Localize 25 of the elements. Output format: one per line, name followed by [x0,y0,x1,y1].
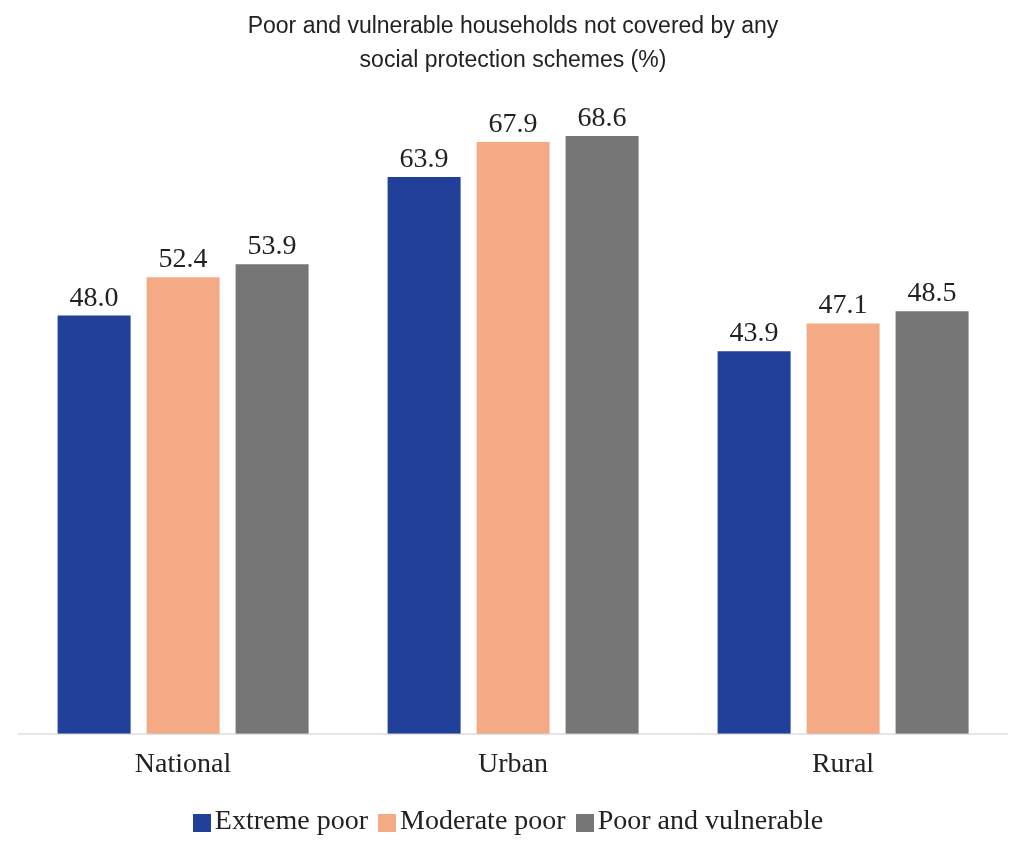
data-label: 47.1 [818,288,868,320]
x-tick-label: Urban [478,746,548,778]
bar [565,136,639,734]
legend-label: Extreme poor [214,804,369,835]
data-label: 48.0 [69,280,119,312]
bar [806,323,880,734]
data-label: 43.9 [729,316,779,348]
bar [476,142,550,734]
bar [57,315,131,734]
legend-label: Poor and vulnerable [597,804,824,835]
data-label: 52.4 [158,242,208,274]
legend-label: Moderate poor [400,804,566,835]
bar [895,311,969,734]
x-tick-label: Rural [811,746,875,778]
bar [235,264,309,734]
data-label: 48.5 [907,276,957,308]
bar [717,351,791,734]
bar [146,277,220,734]
data-label: 53.9 [247,229,297,261]
data-label: 67.9 [488,107,538,139]
chart-title: Poor and vulnerable households not covered by any social protection schemes (%) [246,11,780,74]
data-label: 68.6 [577,101,627,132]
data-label: 63.9 [399,141,449,173]
bar [387,176,461,734]
x-tick-label: National [134,746,232,778]
